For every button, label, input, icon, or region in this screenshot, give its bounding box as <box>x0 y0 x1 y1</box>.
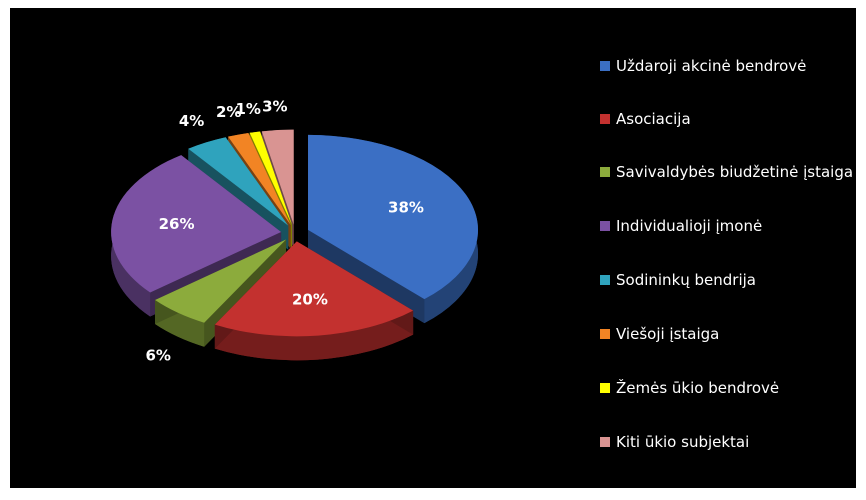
data-label: 3% <box>262 98 287 116</box>
data-label: 1% <box>235 100 260 118</box>
legend-swatch <box>600 437 610 447</box>
legend-swatch <box>600 167 610 177</box>
slice <box>214 241 414 337</box>
legend-item: Viešoji įstaiga <box>600 324 866 344</box>
legend-label: Uždaroji akcinė bendrovė <box>616 57 807 75</box>
legend-label: Savivaldybės biudžetinė įstaiga <box>616 163 854 181</box>
legend-item: Individualioji įmonė <box>600 216 866 236</box>
data-label: 4% <box>179 112 204 130</box>
data-label: 20% <box>292 290 328 308</box>
legend-item: Žemės ūkio bendrovė <box>600 378 866 398</box>
slice-side <box>308 229 425 324</box>
legend-swatch <box>600 383 610 393</box>
slice <box>188 137 289 226</box>
legend-item: Asociacija <box>600 109 866 129</box>
legend-item: Uždaroji akcinė bendrovė <box>600 56 866 76</box>
legend-item: Sodininkų bendrija <box>600 270 866 290</box>
legend-swatch <box>600 329 610 339</box>
legend-item: Savivaldybės biudžetinė įstaiga <box>600 162 866 182</box>
legend-label: Asociacija <box>616 110 691 128</box>
slice <box>308 134 479 300</box>
slice <box>228 132 291 226</box>
legend-swatch <box>600 114 610 124</box>
slice <box>249 131 292 225</box>
legend-swatch <box>600 61 610 71</box>
legend-swatch <box>600 275 610 285</box>
slice <box>155 239 287 323</box>
slice-side <box>214 310 414 361</box>
legend-label: Kiti ūkio subjektai <box>616 433 750 451</box>
legend-label: Žemės ūkio bendrovė <box>616 379 780 397</box>
legend-item: Kiti ūkio subjektai <box>600 432 866 452</box>
legend-label: Individualioji įmonė <box>616 217 763 235</box>
data-label: 38% <box>388 199 424 217</box>
legend-label: Viešoji įstaiga <box>616 325 720 343</box>
data-label: 26% <box>159 215 195 233</box>
legend-swatch <box>600 221 610 231</box>
chart-area: 38% 20% 6% 26% 4% 2% 1% 3% Uždaroji akcinė bend… <box>10 8 856 488</box>
pie-chart: 38% 20% 6% 26% 4% 2%1% 3% <box>111 98 479 364</box>
data-label: 2% <box>216 103 241 121</box>
legend-label: Sodininkų bendrija <box>616 271 757 289</box>
data-label: 6% <box>145 346 170 364</box>
slice <box>111 155 282 293</box>
slice <box>261 129 294 225</box>
